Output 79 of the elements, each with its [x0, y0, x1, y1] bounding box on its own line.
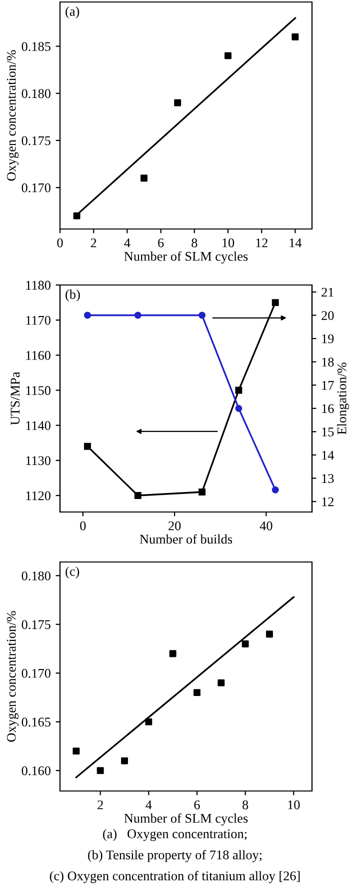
point [140, 174, 148, 182]
x-axis-title: Number of SLM cycles [124, 813, 248, 826]
point [121, 757, 128, 764]
y2-tick-label: 14 [322, 450, 334, 460]
point [272, 299, 279, 306]
y-tick-label: 1130 [26, 456, 50, 466]
x-tick-label: 40 [260, 521, 272, 530]
point [224, 52, 232, 60]
y-tick-label: 0.170 [22, 668, 50, 678]
point [174, 99, 182, 106]
y2-tick-label: 12 [322, 497, 334, 506]
x-axis-title: Number of SLM cycles [124, 251, 248, 264]
point [72, 748, 80, 755]
y-axis-title: Oxygen concentration/% [6, 611, 19, 742]
y-tick-label: 0.160 [22, 766, 50, 776]
point [84, 442, 91, 450]
point [134, 312, 142, 319]
y-tick-label: 1160 [26, 350, 50, 360]
point [145, 718, 152, 726]
x-tick-label: 10 [222, 238, 234, 248]
x-tick-label: 2 [90, 238, 96, 248]
y2-tick-label: 21 [322, 288, 334, 297]
point [96, 767, 104, 774]
point [235, 386, 242, 394]
y-tick-label: 1180 [26, 280, 50, 290]
y-tick-label: 0.180 [22, 571, 50, 580]
annotation: (b) [66, 290, 80, 302]
y2-tick-label: 15 [322, 428, 334, 436]
y2-tick-label: 19 [322, 334, 334, 344]
y-tick-label: 0.180 [22, 89, 50, 98]
x-tick-label: 10 [288, 800, 300, 810]
point [242, 640, 249, 648]
y2-tick-label: 17 [322, 380, 334, 390]
point [235, 404, 242, 412]
point [134, 492, 142, 499]
text: (a) Oxygen concentration; [103, 829, 247, 841]
x-tick-label: 4 [124, 238, 130, 248]
y2-tick-label: 20 [322, 311, 334, 320]
text: (b) Tensile property of 718 alloy; [88, 850, 262, 862]
y-tick-label: 1170 [26, 316, 50, 325]
y2-tick-label: 16 [322, 404, 334, 414]
y-axis-title: UTS/MPa [10, 372, 20, 425]
point [272, 486, 279, 494]
y-tick-label: 1120 [26, 491, 50, 500]
x-axis-title: Number of builds [140, 534, 232, 544]
point [266, 630, 273, 638]
point [84, 312, 91, 319]
y-tick-label: 0.175 [22, 620, 50, 630]
text: (c) Oxygen concentration of titanium alloy [26] [50, 870, 300, 884]
point [169, 650, 176, 658]
x-tick-label: 4 [146, 800, 152, 810]
y-tick-label: 0.170 [22, 183, 50, 192]
y-tick-label: 0.165 [22, 718, 50, 727]
y-tick-label: 1140 [26, 421, 50, 430]
point [218, 679, 225, 686]
y-tick-label: 0.185 [22, 42, 50, 52]
x-tick-label: 6 [194, 800, 200, 810]
x-tick-label: 12 [256, 238, 268, 248]
x-tick-label: 14 [290, 238, 302, 248]
y2-tick-label: 18 [322, 358, 334, 367]
y-tick-label: 1150 [26, 386, 50, 395]
point [198, 488, 206, 496]
x-tick-label: 20 [168, 521, 181, 530]
x-tick-label: 6 [158, 238, 164, 248]
point [194, 689, 200, 696]
y2-tick-label: 13 [322, 474, 334, 483]
y2-axis-title: Elongation/% [337, 362, 350, 434]
y-axis-title: Oxygen concentration/% [6, 50, 19, 181]
x-tick-label: 0 [57, 238, 63, 248]
x-tick-label: 8 [192, 238, 198, 248]
point [73, 212, 80, 220]
point [198, 312, 206, 319]
y-tick-label: 0.175 [22, 136, 50, 146]
annotation: (a) [66, 6, 80, 19]
annotation: (c) [66, 566, 80, 579]
x-tick-label: 2 [98, 800, 103, 810]
x-tick-label: 8 [242, 800, 248, 810]
x-tick-label: 0 [80, 521, 86, 530]
point [292, 33, 299, 40]
